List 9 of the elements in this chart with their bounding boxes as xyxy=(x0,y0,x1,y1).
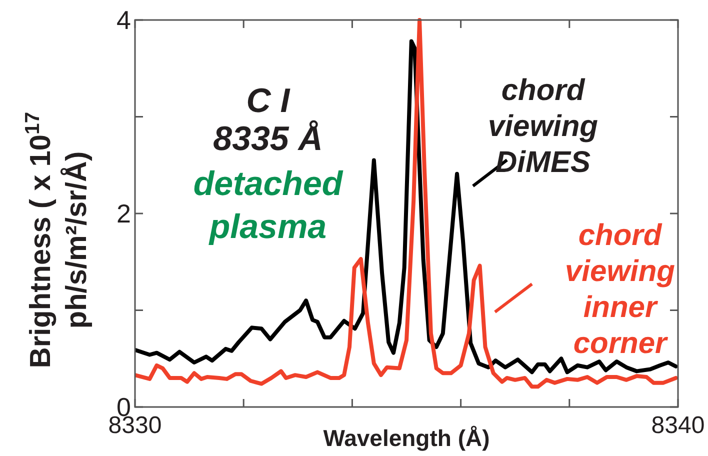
x-tick-label: 8340 xyxy=(651,412,705,439)
series-label: chord viewing DiMES xyxy=(488,74,598,179)
y-tick-label: 2 xyxy=(116,198,131,228)
annotation: detached plasma xyxy=(193,165,344,246)
annotation: C I xyxy=(246,82,292,120)
annotation: 8335 Å xyxy=(213,120,323,158)
x-axis-title: Wavelength (Å) xyxy=(323,425,490,451)
y-tick-label: 4 xyxy=(116,5,131,35)
series-label: chord viewing inner corner xyxy=(564,219,676,360)
